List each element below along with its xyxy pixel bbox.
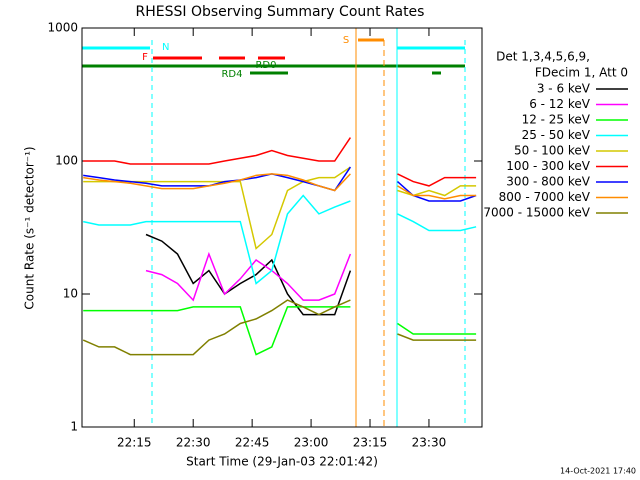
legend-label: 12 - 25 keV — [522, 113, 591, 127]
flag-label: F — [142, 52, 148, 63]
y-tick-label: 10 — [63, 287, 78, 301]
legend-header: Det 1,3,4,5,6,9, — [496, 50, 590, 64]
series-line — [83, 194, 477, 285]
legend-label: 25 - 50 keV — [522, 128, 591, 142]
legend-label: 50 - 100 keV — [514, 144, 591, 158]
x-tick-label: 22:15 — [117, 436, 152, 450]
series-line — [145, 251, 352, 302]
flag-label: RD0 — [255, 60, 276, 71]
legend-header: FDecim 1, Att 0 — [535, 66, 628, 80]
flag-label: N — [162, 42, 169, 53]
legend-label: 7000 - 15000 keV — [483, 206, 590, 220]
series-line — [83, 137, 477, 187]
footer: 14-Oct-2021 17:40 — [560, 467, 636, 476]
x-tick-label: 22:45 — [235, 436, 270, 450]
y-tick-label: 1000 — [47, 21, 78, 35]
legend-label: 800 - 7000 keV — [499, 190, 591, 204]
legend-label: 300 - 800 keV — [506, 175, 590, 189]
chart-title: RHESSI Observing Summary Count Rates — [136, 4, 425, 20]
plot-frame — [81, 27, 483, 428]
series-line — [83, 306, 477, 356]
flag-label: S — [343, 35, 349, 46]
series-line — [83, 173, 477, 200]
x-tick-label: 23:15 — [353, 436, 388, 450]
legend-label: 100 - 300 keV — [506, 159, 590, 173]
x-tick-label: 23:30 — [412, 436, 447, 450]
x-tick-label: 22:30 — [176, 436, 211, 450]
flags: N F S RD0 RD4 — [82, 35, 465, 80]
y-axis-label: Count Rate (s⁻¹ detector⁻¹) — [23, 146, 37, 309]
legend-label: 3 - 6 keV — [537, 82, 591, 96]
series-line — [82, 299, 477, 356]
legend-label: 6 - 12 keV — [529, 97, 591, 111]
y-tick-label: 100 — [55, 154, 78, 168]
flag-label: RD4 — [221, 69, 242, 80]
y-tick-label: 1 — [70, 420, 78, 434]
x-axis-label: Start Time (29-Jan-03 22:01:42) — [186, 455, 378, 469]
x-tick-label: 23:00 — [294, 436, 329, 450]
